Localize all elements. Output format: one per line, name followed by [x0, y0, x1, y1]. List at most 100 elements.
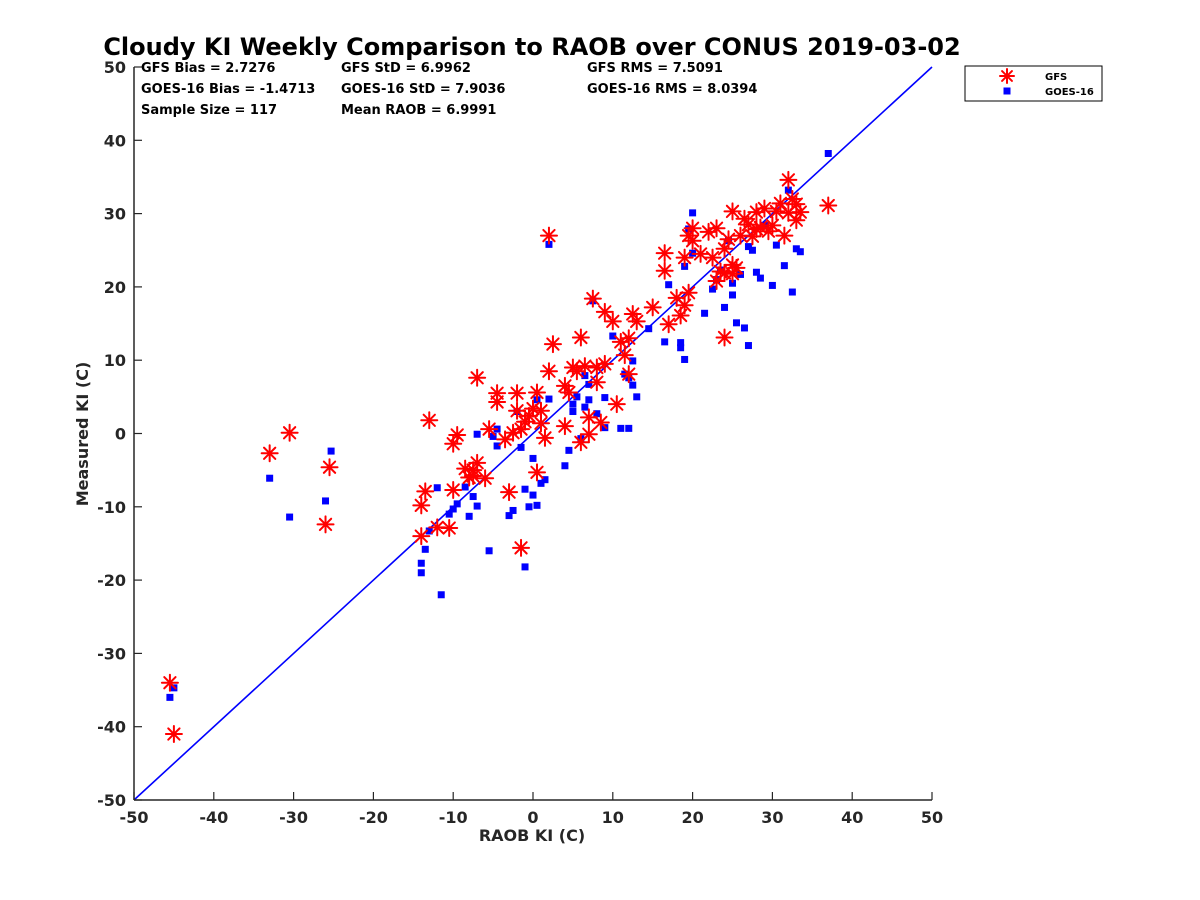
gfs-point [531, 414, 550, 433]
stat-text: Mean RAOB = 6.9991 [341, 103, 496, 118]
tick-layer: -50 -40 -30 -20 -10 0 10 20 30 40 50 -50 -40 -30 -20 -1… [97, 58, 943, 827]
gfs-point [280, 423, 299, 442]
gfs-point [763, 216, 782, 235]
asterisk-stroke [753, 220, 768, 235]
legend-box [964, 65, 1103, 102]
gfs-point [468, 453, 487, 472]
goes-16-point [505, 512, 513, 520]
asterisk-stroke [418, 484, 432, 499]
asterisk-stroke [586, 291, 600, 306]
asterisk-stroke [414, 529, 428, 543]
asterisk-stroke [1001, 70, 1013, 82]
asterisk-stroke [610, 397, 624, 411]
y-tick-label: -10 [97, 498, 126, 517]
goes-16-point [286, 513, 294, 521]
goes-16-point [565, 446, 573, 454]
asterisk-stroke [430, 520, 444, 534]
gfs-point [571, 328, 590, 347]
asterisk-stroke [821, 198, 835, 213]
asterisk-stroke [450, 428, 464, 442]
legend: GFS GOES-16 [964, 65, 1103, 102]
x-tick-label: -20 [359, 808, 388, 827]
goes-16-point [573, 393, 581, 401]
x-tick-label: 20 [681, 808, 703, 827]
goes-16-point [561, 462, 569, 470]
asterisk-stroke [685, 221, 700, 235]
goes-16-point [433, 484, 441, 492]
gfs-point [723, 264, 742, 283]
y-axis-label: Measured KI (C) [73, 362, 92, 507]
asterisk-stroke [606, 314, 620, 329]
goes-16-point [677, 344, 685, 352]
x-tick-label: -30 [279, 808, 308, 827]
asterisk-stroke [717, 330, 732, 345]
chart-title: Cloudy KI Weekly Comparison to RAOB over… [103, 33, 960, 61]
gfs-point [655, 261, 674, 280]
asterisk-stroke [662, 317, 676, 331]
goes-16-point [437, 591, 445, 599]
goes-16-point [617, 424, 625, 432]
asterisk-stroke [598, 357, 612, 371]
gfs-point [508, 401, 527, 420]
gfs-point [655, 244, 674, 263]
gfs-point [579, 408, 598, 427]
asterisk-stroke [422, 413, 436, 427]
goes-16-point [824, 149, 832, 157]
asterisk-stroke [470, 456, 484, 470]
asterisk-stroke [558, 379, 572, 393]
goes-16-point [493, 442, 501, 450]
gfs-point [527, 463, 546, 482]
asterisk-stroke [725, 204, 740, 219]
goes-16-point [541, 476, 549, 484]
asterisk-stroke [526, 401, 540, 416]
asterisk-stroke [546, 337, 560, 351]
legend-item: GOES-16 [1003, 87, 1094, 98]
goes-16-point [784, 186, 792, 194]
plot-area: -50 -40 -30 -20 -10 0 10 20 30 40 50 -50 -40 -30 -20 -1… [97, 58, 943, 827]
asterisk-stroke [466, 469, 480, 483]
asterisk-stroke [558, 419, 572, 433]
gfs-point [819, 196, 838, 215]
gfs-point [619, 329, 638, 348]
goes-16-point [425, 527, 433, 535]
gfs-point [675, 248, 694, 267]
goes-16-point [509, 506, 517, 514]
asterisk-stroke [757, 201, 772, 216]
stat-text: GOES-16 Bias = -1.4713 [141, 82, 315, 97]
asterisk-stroke [658, 246, 672, 260]
gfs-point [539, 362, 558, 381]
goes-16-point [529, 491, 537, 499]
goes-16-point [569, 400, 577, 408]
gfs-point [587, 373, 606, 392]
asterisk-stroke [709, 221, 724, 235]
goes-16-point [453, 500, 461, 508]
goes-16-point [740, 324, 748, 332]
gfs-point [619, 365, 638, 384]
stats-block: GFS Bias = 2.7276 GFS StD = 6.9962 GFS RMS… [141, 61, 757, 118]
asterisk-stroke [646, 300, 660, 315]
asterisk-stroke [578, 359, 592, 373]
asterisk-stroke [534, 416, 548, 430]
gfs-point [715, 328, 734, 347]
x-axis-label: RAOB KI (C) [479, 826, 585, 845]
goes-16-point [533, 501, 541, 509]
goes-16-point [525, 503, 533, 511]
goes-16-point [417, 559, 425, 567]
asterisk-stroke [163, 676, 177, 690]
goes-16-point [677, 339, 685, 347]
asterisk-stroke [733, 228, 748, 243]
asterisk-stroke [167, 727, 181, 741]
goes-16-point [601, 394, 609, 402]
asterisk-stroke [729, 261, 744, 275]
y-tick-label: -20 [97, 571, 126, 590]
asterisk-stroke [502, 485, 516, 499]
gfs-point [508, 384, 527, 403]
goes-16-point [465, 512, 473, 520]
gfs-point [727, 258, 746, 277]
asterisk-stroke [446, 483, 460, 497]
gfs-point [683, 231, 702, 250]
goes-16-point [721, 303, 729, 311]
asterisk-stroke [582, 410, 596, 425]
asterisk-stroke [534, 404, 548, 418]
y-tick-label: 50 [104, 58, 126, 77]
